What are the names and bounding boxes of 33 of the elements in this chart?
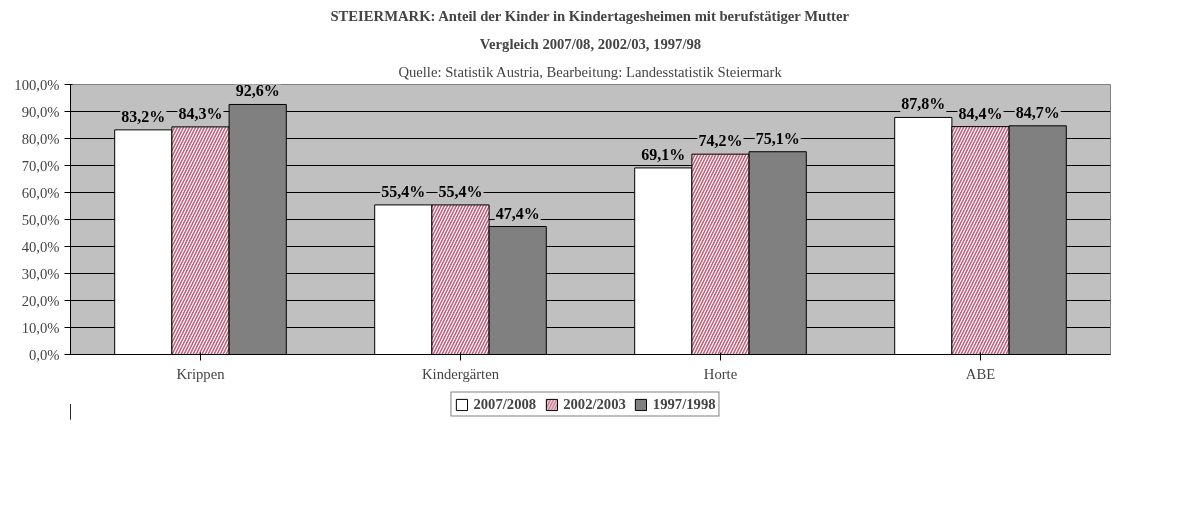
legend-label: 1997/1998 — [652, 395, 716, 413]
source-note: Quelle: Statistik Austria, Bearbeitung: Landesstatistik Steiermark — [398, 63, 783, 80]
data-label: 75,1% — [755, 129, 800, 147]
y-tick-label: 10,0% — [21, 319, 60, 336]
legend-label: 2007/2008 — [473, 395, 537, 413]
data-label: 47,4% — [495, 204, 540, 222]
data-label: 92,6% — [235, 82, 280, 100]
y-tick-label: 60,0% — [21, 184, 60, 201]
y-tick-label: 0,0% — [28, 346, 60, 363]
x-tick-label: ABE — [965, 365, 996, 382]
data-label: 84,7% — [1015, 103, 1060, 121]
data-label: 87,8% — [901, 95, 946, 113]
data-label: 55,4% — [381, 182, 426, 200]
data-label: 74,2% — [698, 132, 743, 150]
data-label: 84,4% — [958, 104, 1003, 122]
data-label: 83,2% — [121, 107, 166, 125]
x-tick-label: Kindergärten — [421, 365, 500, 382]
data-label: 69,1% — [641, 145, 686, 163]
y-tick-label: 30,0% — [21, 265, 60, 282]
chart-title: STEIERMARK: Anteil der Kinder in Kindertagesheimen mit berufstätiger Mutter — [330, 7, 850, 24]
y-tick-label: 70,0% — [21, 157, 60, 174]
data-label: 84,3% — [178, 104, 223, 122]
y-tick-label: 40,0% — [21, 238, 60, 255]
y-tick-label: 50,0% — [21, 211, 60, 228]
x-tick-label: Horte — [703, 365, 738, 382]
data-label: 55,4% — [438, 182, 483, 200]
y-tick-label: 80,0% — [21, 130, 60, 147]
chart-subtitle: Vergleich 2007/08, 2002/03, 1997/98 — [479, 35, 702, 52]
x-tick-label: Krippen — [176, 365, 226, 382]
legend-label: 2002/2003 — [563, 395, 626, 413]
y-tick-label: 100,0% — [14, 76, 60, 93]
y-tick-label: 20,0% — [21, 292, 60, 309]
y-tick-label: 90,0% — [21, 103, 60, 120]
